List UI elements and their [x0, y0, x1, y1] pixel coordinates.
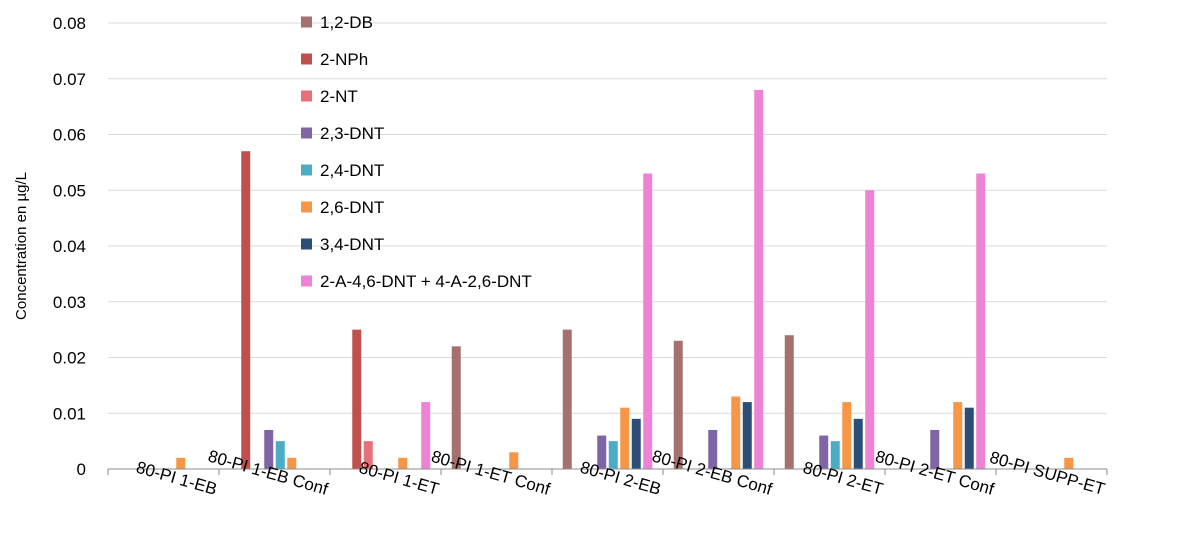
- bar: [930, 429, 940, 469]
- y-tick-label: 0.06: [53, 126, 86, 145]
- bar: [608, 441, 618, 469]
- y-axis-title: Concentration en µg/L: [13, 172, 30, 320]
- y-axis-tick-labels: 0 0.01 0.02 0.03 0.04 0.05 0.06 0.07 0.08: [53, 14, 86, 479]
- bar: [953, 402, 963, 469]
- legend-label: 2-NPh: [320, 50, 368, 69]
- legend-label: 2,4-DNT: [320, 161, 384, 180]
- bar: [819, 435, 829, 469]
- gridlines: [108, 22, 1107, 414]
- bar: [784, 335, 794, 469]
- bar: [964, 407, 974, 469]
- bars: [176, 89, 1074, 470]
- legend-swatch: [301, 275, 312, 287]
- bar: [1064, 457, 1074, 469]
- bar: [830, 441, 840, 469]
- legend-label: 2,3-DNT: [320, 124, 384, 143]
- bar: [562, 329, 572, 469]
- bar: [842, 402, 852, 469]
- bar: [754, 89, 764, 470]
- legend-label: 2,6-DNT: [320, 198, 384, 217]
- legend: 1,2-DB 2-NPh 2-NT 2,3-DNT 2,4-DNT 2,6-DNT 3,4-…: [301, 13, 532, 291]
- y-tick-label: 0.08: [53, 14, 86, 33]
- bar: [976, 173, 986, 469]
- bar: [451, 346, 461, 469]
- legend-swatch: [301, 16, 312, 28]
- y-tick-label: 0.01: [53, 404, 86, 423]
- legend-label: 2-NT: [320, 87, 358, 106]
- bar: [287, 457, 297, 469]
- x-category-label: 80-PI 1-ET Conf: [429, 447, 552, 499]
- bar: [352, 329, 362, 469]
- legend-label: 3,4-DNT: [320, 235, 384, 254]
- bar: [742, 402, 752, 469]
- bar: [620, 407, 630, 469]
- bar: [631, 418, 641, 469]
- bar: [708, 429, 718, 469]
- legend-swatch: [301, 90, 312, 102]
- bar: [363, 441, 373, 469]
- bar: [398, 457, 408, 469]
- y-tick-label: 0.04: [53, 237, 86, 256]
- bar: [176, 457, 186, 469]
- legend-swatch: [301, 238, 312, 250]
- legend-swatch: [301, 127, 312, 139]
- y-tick-label: 0: [77, 460, 86, 479]
- y-tick-label: 0.07: [53, 70, 86, 89]
- bar: [241, 151, 251, 469]
- legend-label: 1,2-DB: [320, 13, 373, 32]
- legend-label: 2-A-4,6-DNT + 4-A-2,6-DNT: [320, 272, 532, 291]
- legend-swatch: [301, 53, 312, 65]
- bar: [673, 340, 683, 469]
- bar: [853, 418, 863, 469]
- y-tick-label: 0.03: [53, 293, 86, 312]
- bar: [421, 402, 431, 469]
- bar: [643, 173, 653, 469]
- x-category-label: 80-PI SUPP-ET: [987, 448, 1107, 499]
- legend-swatch: [301, 164, 312, 176]
- y-tick-label: 0.02: [53, 349, 86, 368]
- x-axis-tick-marks: [107, 469, 1108, 475]
- bar: [509, 452, 519, 469]
- bar: [264, 429, 274, 469]
- legend-swatch: [301, 201, 312, 213]
- bar: [865, 190, 875, 469]
- y-tick-label: 0.05: [53, 181, 86, 200]
- bar: [275, 441, 285, 469]
- bar: [731, 396, 741, 469]
- bar: [597, 435, 607, 469]
